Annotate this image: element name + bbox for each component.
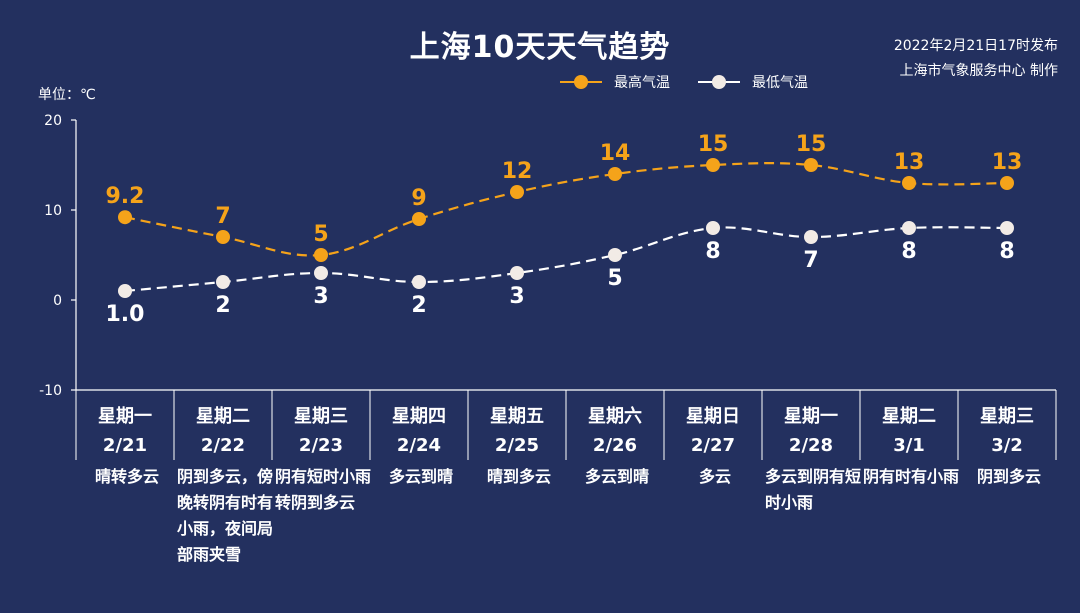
series: 9.2 7 5 9 12 14 15 15 13 13 1.0 2 3 2 3 5 8 7 8 8 (106, 132, 1023, 327)
weekday-label: 星期三 (980, 406, 1034, 427)
weekday-label: 星期六 (588, 405, 642, 427)
high-temp-label: 14 (600, 141, 631, 166)
weather-desc: 多云到阴有短时小雨 (765, 467, 862, 512)
issuer: 上海市气象服务中心 制作 (899, 63, 1058, 79)
weekday-label: 星期一 (98, 406, 152, 427)
high-temp-point (412, 212, 426, 226)
axes: -10 0 10 20 (39, 113, 77, 399)
low-temp-point (706, 221, 720, 235)
low-temp-label: 7 (803, 248, 818, 273)
high-temp-label: 15 (698, 132, 729, 157)
weather-desc: 多云到晴 (388, 467, 453, 486)
legend: 最高气温 最低气温 (560, 72, 836, 92)
weekday-label: 星期五 (490, 406, 544, 427)
date-label: 2/28 (789, 435, 833, 456)
high-temp-point (804, 158, 818, 172)
weekday-label: 星期日 (686, 406, 740, 427)
issue-info: 2022年2月21日17时发布 上海市气象服务中心 制作 (894, 34, 1058, 84)
high-temp-label: 5 (313, 222, 328, 247)
weather-desc: 晴转多云 (94, 467, 159, 486)
high-temp-label: 7 (215, 204, 230, 229)
issue-time: 2022年2月21日17时发布 (893, 38, 1058, 54)
weather-desc: 阴有时有小雨 (863, 467, 960, 486)
low-temp-label: 3 (509, 284, 524, 309)
high-temp-point (706, 158, 720, 172)
date-label: 3/2 (991, 435, 1023, 456)
high-temp-point (510, 185, 524, 199)
low-temp-label: 5 (607, 266, 622, 291)
y-tick-label: 0 (53, 293, 62, 309)
high-temp-label: 12 (502, 159, 533, 184)
low-temp-line (124, 226, 1008, 293)
legend-high-label: 最高气温 (614, 75, 670, 91)
date-label: 2/23 (299, 435, 343, 456)
high-temp-label: 13 (992, 150, 1023, 175)
low-temp-label: 8 (901, 239, 916, 264)
low-temp-point (314, 266, 328, 280)
high-temp-point (608, 167, 622, 181)
legend-item-high: 最高气温 (560, 72, 670, 92)
date-label: 2/21 (103, 435, 147, 456)
date-label: 2/25 (495, 435, 539, 456)
weather-desc: 多云 (698, 467, 731, 486)
low-temp-point (902, 221, 916, 235)
low-temp-point (510, 266, 524, 280)
chart-title: 上海10天天气趋势 (409, 30, 671, 65)
legend-low-label: 最低气温 (752, 75, 808, 91)
date-label: 2/24 (397, 435, 441, 456)
high-temp-label: 9.2 (106, 184, 145, 209)
weather-desc: 晴到多云 (486, 467, 551, 486)
high-temp-label: 15 (796, 132, 827, 157)
day-table: 星期一 2/21 星期二 2/22 星期三 2/23 星期四 2/24 星期五 2/25 星期六 2/… (75, 389, 1057, 460)
y-tick-label: 10 (44, 203, 62, 219)
legend-item-low: 最低气温 (698, 72, 808, 92)
y-tick-label: -10 (39, 383, 62, 399)
weekday-label: 星期二 (882, 406, 936, 427)
high-temp-point (1000, 176, 1014, 190)
date-label: 2/22 (201, 435, 245, 456)
high-temp-line (124, 162, 1008, 257)
low-temp-point (118, 284, 132, 298)
legend-high-marker (560, 75, 602, 89)
low-temp-label: 2 (215, 293, 230, 318)
unit-label: 单位：℃ (38, 87, 96, 103)
weather-desc: 阴到多云，傍晚转阴有时有小雨，夜间局部雨夹雪 (177, 467, 274, 564)
low-temp-label: 8 (999, 239, 1014, 264)
weather-desc: 阴到多云 (976, 467, 1041, 486)
low-temp-point (608, 248, 622, 262)
weather-desc: 阴有短时小雨转阴到多云 (275, 467, 372, 512)
date-label: 2/27 (691, 435, 735, 456)
weekday-label: 星期三 (294, 406, 348, 427)
weekday-label: 星期四 (392, 406, 446, 427)
high-temp-point (314, 248, 328, 262)
high-temp-label: 13 (894, 150, 925, 175)
weekday-label: 星期二 (196, 406, 250, 427)
high-temp-label: 9 (411, 186, 426, 211)
low-temp-point (1000, 221, 1014, 235)
low-temp-label: 2 (411, 293, 426, 318)
date-label: 2/26 (593, 435, 637, 456)
weekday-label: 星期一 (784, 406, 838, 427)
low-temp-label: 3 (313, 284, 328, 309)
date-label: 3/1 (893, 435, 925, 456)
legend-low-marker (698, 75, 740, 89)
high-temp-point (118, 210, 132, 225)
weather-desc: 多云到晴 (584, 467, 649, 486)
low-temp-point (412, 275, 426, 289)
y-tick-label: 20 (44, 113, 62, 129)
low-temp-point (216, 275, 230, 289)
low-temp-label: 8 (705, 239, 720, 264)
low-temp-label: 1.0 (106, 302, 145, 327)
high-temp-point (902, 176, 916, 190)
high-temp-point (216, 230, 230, 244)
low-temp-point (804, 230, 818, 244)
